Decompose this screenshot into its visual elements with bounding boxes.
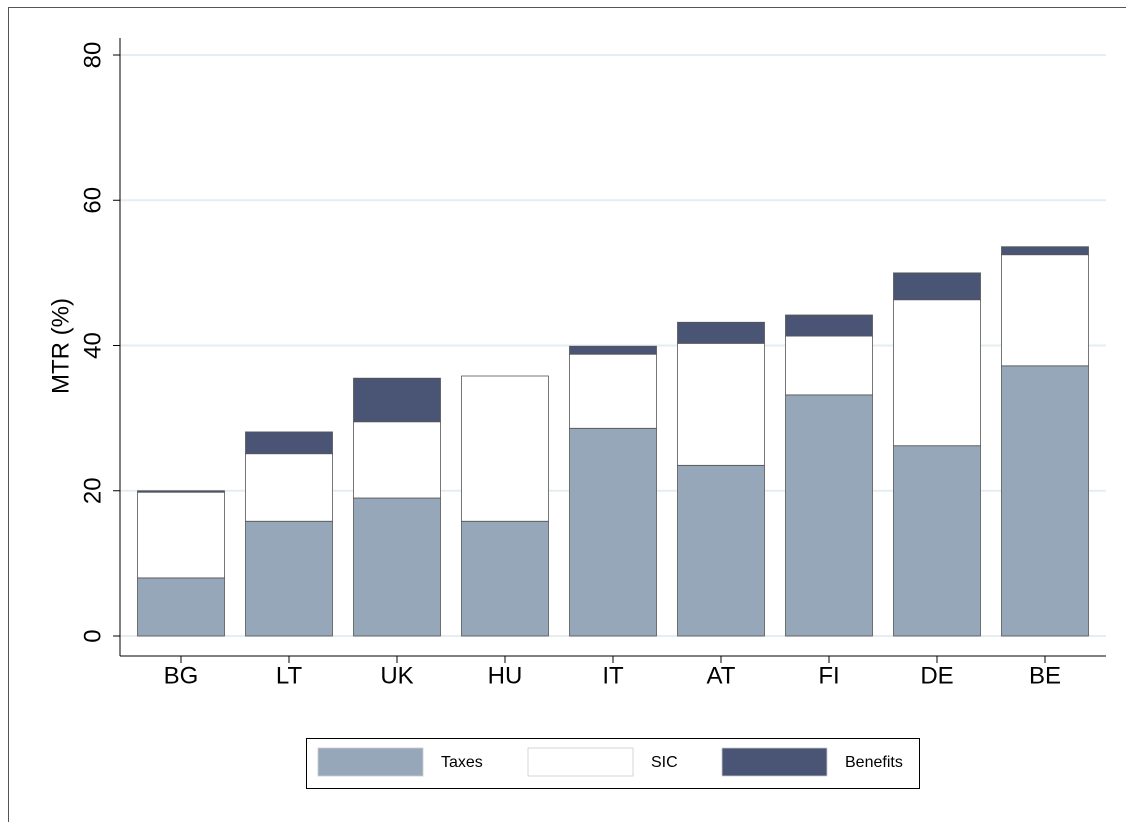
x-tick-label: HU [488,662,523,689]
legend-swatch [527,747,634,777]
bar-segment [785,394,873,637]
x-tick-label: BG [164,662,199,689]
bar-segment [893,445,981,637]
bar-segment [353,377,441,423]
bar-segment [677,342,765,466]
bar-segment [245,520,333,637]
bar-segment [893,272,981,301]
legend-swatch [721,747,828,777]
y-tick-label: 60 [79,187,106,214]
bar-segment [353,421,441,499]
x-tick-label: AT [707,662,736,689]
bar-segment [461,520,549,637]
bar-segment [137,491,225,579]
x-tick-label: LT [276,662,303,689]
bar-segment [461,375,549,522]
x-tick-label: FI [818,662,839,689]
bar-segment [137,577,225,637]
y-tick-label: 0 [79,629,106,642]
y-axis-label: MTR (%) [47,298,74,394]
bar-segment [245,453,333,522]
bar-segment [137,490,225,493]
bar-segment [677,321,765,344]
bar-segment [1001,254,1089,367]
bar-segment [1001,246,1089,256]
bar-segment [677,464,765,637]
legend-label: Taxes [441,754,483,771]
bar-segment [569,427,657,637]
legend-label: Benefits [845,754,903,771]
bar-segment [353,497,441,637]
x-tick-label: UK [380,662,413,689]
bar-segment [245,431,333,455]
x-tick-label: DE [920,662,953,689]
y-tick-label: 40 [79,332,106,359]
bar-segment [785,335,873,396]
bar-segment [785,314,873,337]
x-tick-label: BE [1029,662,1061,689]
legend-label: SIC [651,754,678,771]
bar-segment [893,299,981,447]
bar-segment [1001,365,1089,637]
bar-segment [569,345,657,355]
legend-swatch [317,747,424,777]
y-tick-label: 80 [79,42,106,69]
y-tick-label: 20 [79,477,106,504]
x-tick-label: IT [602,662,624,689]
bar-segment [569,353,657,429]
